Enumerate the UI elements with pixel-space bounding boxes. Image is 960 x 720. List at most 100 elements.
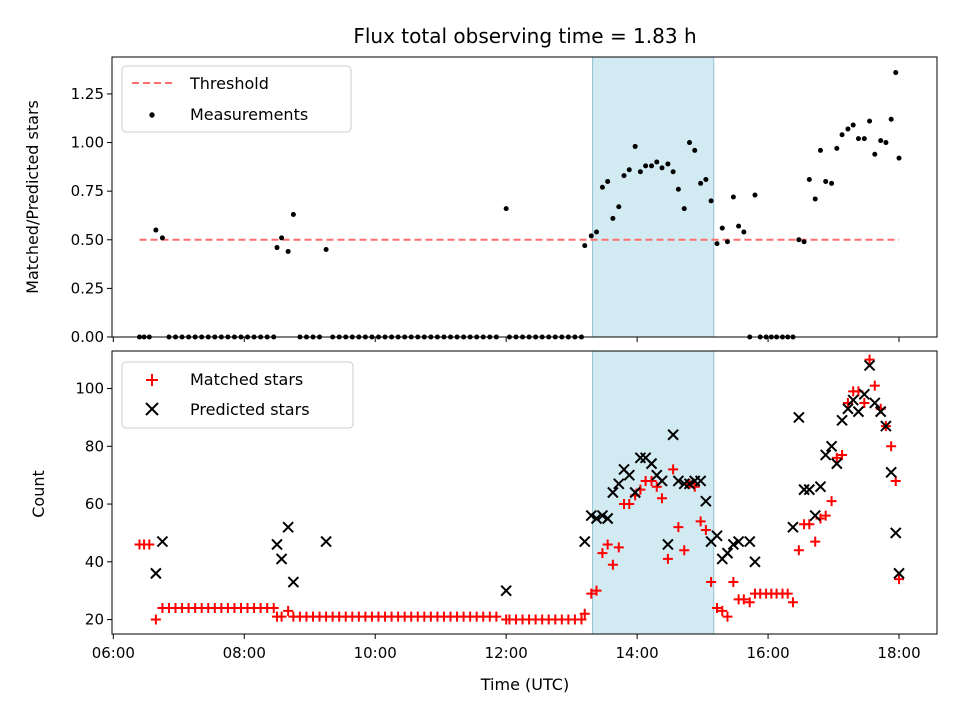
matched-star-point	[804, 519, 815, 530]
matched-star-point	[591, 585, 602, 596]
matched-star-point	[651, 481, 662, 492]
measurement-point	[850, 122, 856, 128]
measurement-point	[649, 163, 655, 169]
top-y-tick-label: 0.50	[71, 231, 104, 249]
predicted-star-point	[320, 535, 332, 548]
matched-star-point	[613, 542, 624, 553]
matched-stars-layer	[134, 354, 905, 625]
measurement-point	[801, 239, 807, 245]
matched-star-point	[602, 539, 613, 550]
top-y-tick-label: 0.25	[71, 279, 104, 297]
legend-matched-label: Matched stars	[190, 370, 303, 389]
measurement-point	[594, 229, 600, 235]
predicted-star-point	[662, 538, 674, 551]
matched-star-point	[787, 597, 798, 608]
matched-star-point	[820, 510, 831, 521]
predicted-star-point	[727, 538, 740, 551]
predicted-star-point	[634, 452, 647, 464]
bottom-y-axis-label: Count	[29, 470, 48, 518]
predicted-star-point	[678, 478, 690, 490]
predicted-star-point	[287, 576, 300, 588]
legend-measurements-swatch	[149, 112, 155, 118]
measurement-point	[290, 212, 296, 217]
matched-star-point	[869, 380, 880, 391]
measurement-point	[659, 165, 665, 171]
highlight-span-top	[592, 56, 715, 338]
measurement-point	[817, 147, 823, 153]
matched-star-point	[579, 608, 590, 619]
legend-measurements-label: Measurements	[190, 105, 308, 124]
measurement-point	[719, 225, 725, 231]
matched-star-point	[673, 522, 684, 533]
bottom-y-tick-label: 20	[85, 611, 104, 629]
predicted-star-point	[156, 535, 169, 548]
measurement-point	[632, 143, 638, 149]
measurement-point	[279, 235, 285, 241]
measurement-point	[834, 145, 840, 151]
measurement-point	[893, 70, 899, 76]
bottom-y-ticks: 20 40 60 80 100	[75, 380, 112, 629]
matched-star-point	[662, 553, 673, 564]
matched-star-point	[712, 603, 722, 614]
measurement-point	[896, 155, 902, 161]
measurement-point	[159, 235, 165, 241]
predicted-star-point	[656, 475, 668, 487]
matched-star-point	[276, 611, 287, 622]
x-tick-label: 16:00	[746, 644, 789, 662]
predicted-star-point	[847, 394, 859, 406]
measurement-point	[692, 147, 698, 153]
x-tick-label: 08:00	[223, 644, 266, 662]
measurement-point	[626, 167, 632, 173]
bottom-y-tick-label: 80	[85, 437, 104, 455]
measurement-point	[888, 116, 894, 122]
matched-star-point	[837, 449, 848, 460]
predicted-star-point	[890, 527, 902, 539]
matched-star-point	[744, 597, 755, 608]
bottom-legend-box	[121, 361, 354, 429]
predicted-star-point	[744, 535, 756, 548]
x-tick-label: 10:00	[354, 644, 397, 662]
measurement-point	[654, 159, 660, 165]
measurement-point	[823, 178, 829, 184]
predicted-star-point	[798, 483, 810, 496]
predicted-star-point	[579, 535, 591, 548]
measurement-point	[812, 196, 818, 202]
matched-star-point	[831, 452, 842, 463]
matched-star-point	[695, 516, 706, 527]
predicted-star-point	[825, 440, 838, 453]
x-tick-label: 14:00	[616, 644, 659, 662]
legend-predicted-swatch	[145, 402, 159, 416]
measurement-point	[503, 206, 509, 212]
matched-star-point	[576, 614, 587, 625]
predicted-star-point	[596, 509, 609, 522]
predicted-star-point	[831, 457, 843, 470]
matched-star-point	[810, 536, 821, 547]
measurements-layer	[137, 70, 902, 340]
matched-star-point	[679, 545, 690, 556]
predicted-star-point	[271, 538, 283, 551]
top-y-tick-label: 0.75	[71, 182, 104, 200]
measurement-point	[153, 227, 159, 233]
matched-star-point	[646, 475, 657, 486]
predicted-star-point	[787, 521, 799, 533]
highlight-span-bottom	[592, 350, 715, 635]
predicted-star-point	[803, 483, 816, 496]
matched-star-point	[283, 605, 294, 616]
measurement-point	[861, 136, 867, 142]
measurement-point	[714, 241, 720, 247]
matched-star-point	[586, 588, 597, 599]
legend-matched-swatch	[146, 374, 158, 386]
predicted-star-point	[819, 449, 832, 461]
bottom-y-tick-label: 100	[75, 380, 104, 398]
matched-star-point	[144, 539, 155, 550]
bottom-legend: Matched stars Predicted stars	[121, 361, 354, 429]
measurement-point	[605, 178, 611, 184]
measurement-point	[878, 138, 884, 144]
top-legend: Threshold Measurements	[121, 65, 352, 133]
measurement-point	[285, 248, 291, 254]
predicted-star-point	[700, 495, 712, 507]
matched-star-point	[886, 441, 897, 452]
measurement-point	[703, 177, 709, 182]
predicted-star-point	[793, 411, 805, 424]
matched-star-point	[859, 397, 870, 408]
